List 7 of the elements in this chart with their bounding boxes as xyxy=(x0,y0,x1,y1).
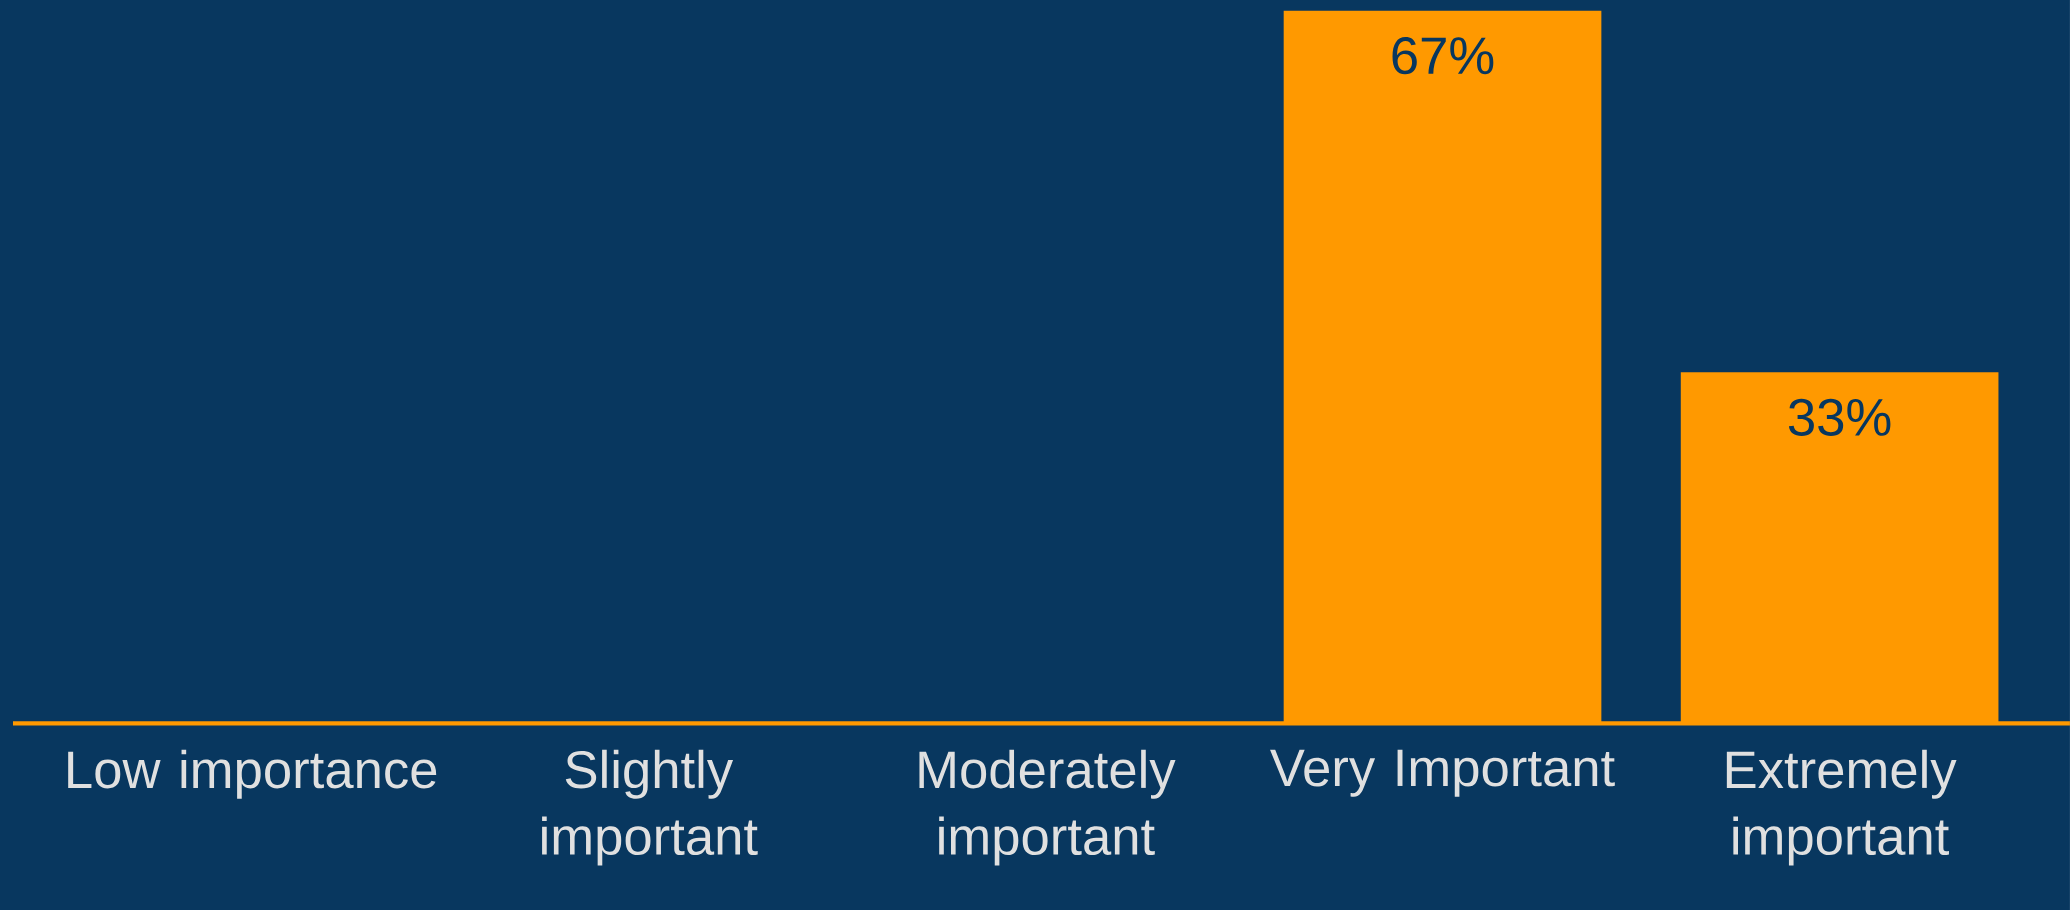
data-label: 67% xyxy=(1392,37,1494,75)
data-label: 33% xyxy=(1788,398,1891,436)
x-tick-label: Slightly important xyxy=(542,749,758,866)
x-tick-label: Very Important xyxy=(1270,749,1615,797)
x-tick-label: Moderately important xyxy=(919,749,1176,866)
x-tick-label: Extremely important xyxy=(1726,749,1957,866)
x-tick-label: Low importance xyxy=(68,749,437,799)
